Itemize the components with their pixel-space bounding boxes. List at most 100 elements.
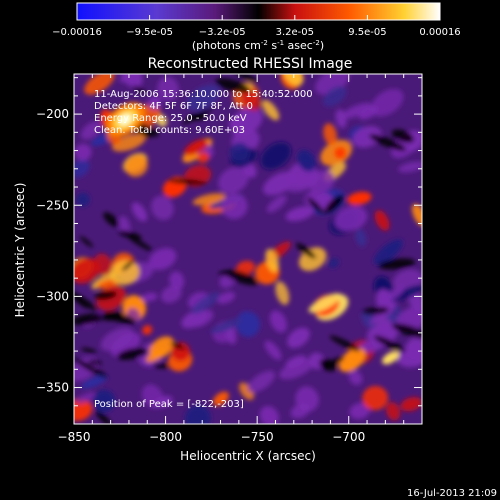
heatmap-dark-ridge — [79, 236, 94, 248]
y-tick-label: −300 — [36, 289, 69, 303]
heatmap-cool-blob — [210, 318, 243, 334]
heatmap-cool-blob — [287, 327, 310, 348]
heatmap-dark-ridge — [378, 258, 416, 270]
heatmap-cool-blob — [184, 405, 211, 424]
heatmap-cool-blob — [80, 374, 108, 389]
heatmap-dark-ridge — [121, 259, 135, 272]
annotation-detectors: Detectors: 4F 5F 6F 7F 8F, Att 0 — [94, 101, 253, 112]
heatmap-cool-blob — [279, 359, 314, 380]
annotations: 11-Aug-2006 15:36:10.000 to 15:40:52.000… — [94, 89, 313, 410]
annotation-time-range: 11-Aug-2006 15:36:10.000 to 15:40:52.000 — [94, 89, 313, 100]
heatmap-hot-blob — [197, 152, 210, 163]
heatmap-hot-blob — [338, 347, 366, 373]
heatmap-dark-ridge — [329, 335, 361, 352]
heatmap-cool-blob — [141, 292, 158, 302]
heatmap-hot-blob — [386, 402, 401, 421]
heatmap-dark-ridge — [228, 74, 258, 83]
heatmap-cool-blob — [398, 161, 422, 173]
heatmap-dark-ridge — [373, 335, 407, 352]
heatmap-hot-blob — [212, 391, 229, 406]
heatmap-cool-blob — [154, 395, 173, 408]
heatmap-dark-ridge — [117, 347, 148, 360]
heatmap-hot-blob — [192, 193, 226, 206]
heatmap — [74, 74, 422, 424]
heatmap-dark-ridge — [103, 212, 120, 228]
x-tick-label: −800 — [149, 430, 182, 444]
x-tick-label: −850 — [58, 430, 91, 444]
heatmap-dark-ridge — [322, 356, 345, 369]
heatmap-peak — [118, 113, 132, 126]
heatmap-cool-blob — [221, 193, 248, 219]
heatmap-cool-blob — [181, 309, 207, 329]
heatmap-cool-blob — [218, 166, 249, 194]
heatmap-hot-blob — [236, 260, 255, 275]
heatmap-cool-blob — [352, 126, 382, 148]
heatmap-dark-ridge — [181, 107, 213, 125]
y-tick-label: −350 — [36, 381, 69, 395]
heatmap-hot-blob — [91, 272, 116, 290]
x-axis-label: Heliocentric X (arcsec) — [180, 449, 316, 463]
heatmap-cool-blob — [264, 340, 282, 360]
heatmap-cool-blob — [76, 192, 90, 207]
heatmap-dark-ridge — [224, 269, 259, 286]
colorbar: −0.00016 −9.5e-05 −3.2e-05 3.2e-05 9.5e-05 0.… — [52, 2, 461, 52]
heatmap-cool-blob — [259, 406, 279, 424]
heatmap-cool-blob — [390, 284, 422, 302]
chart-title: Reconstructed RHESSI Image — [148, 56, 353, 72]
heatmap-hot-blob — [382, 351, 400, 365]
heatmap-cool-blob — [229, 107, 263, 136]
heatmap-blobs — [74, 74, 422, 424]
heatmap-cool-blob — [335, 109, 347, 128]
heatmap-hot-blob — [400, 397, 422, 412]
heatmap-cool-blob — [247, 370, 276, 393]
heatmap-hot-blob — [374, 210, 390, 231]
heatmap-hot-blob — [362, 385, 389, 411]
heatmap-dark-ridge — [152, 362, 170, 369]
heatmap-dark-ridge — [391, 129, 415, 143]
heatmap-cool-blob — [131, 202, 148, 222]
heatmap-hot-blob — [323, 123, 337, 146]
heatmap-cool-blob — [379, 286, 405, 305]
heatmap-dark-ridge — [324, 194, 345, 214]
heatmap-dark-ridge — [168, 178, 207, 185]
heatmap-cool-blob — [322, 86, 347, 107]
heatmap-cool-blob — [328, 257, 340, 269]
heatmap-cool-blob — [370, 88, 404, 117]
heatmap-hot-blob — [241, 89, 262, 111]
heatmap-dark-ridge — [170, 342, 185, 350]
heatmap-dark-ridge — [295, 243, 317, 259]
heatmap-dark-ridge — [95, 410, 112, 424]
x-tick-label: −700 — [332, 430, 365, 444]
y-tick-label: −200 — [36, 107, 69, 121]
heatmap-cool-blob — [151, 195, 174, 220]
plot-frame — [73, 73, 423, 425]
heatmap-cool-blob — [80, 121, 102, 140]
heatmap-cool-blob — [74, 159, 90, 178]
footer-timestamp: 16-Jul-2013 21:09 — [407, 488, 497, 499]
heatmap-dark-ridge — [80, 347, 97, 354]
colorbar-tick-label: 3.2e-05 — [276, 27, 314, 38]
heatmap-cool-blob — [235, 311, 260, 337]
annotation-total-counts: Clean. Total counts: 9.60E+03 — [94, 125, 245, 136]
colorbar-tick-label: −3.2e-05 — [199, 27, 246, 38]
heatmap-cool-blob — [100, 327, 134, 352]
colorbar-tick-label: 0.00016 — [419, 27, 460, 38]
heatmap-cool-blob — [157, 76, 179, 102]
heatmap-hot-blob — [261, 99, 280, 121]
heatmap-cool-blob — [191, 292, 221, 314]
heatmap-hot-blob — [142, 325, 153, 335]
heatmap-cool-blob — [169, 271, 185, 291]
heatmap-cool-blob — [355, 229, 367, 247]
heatmap-cool-blob — [75, 392, 96, 404]
heatmap-dark-ridge — [88, 359, 103, 366]
heatmap-dark-ridge — [118, 230, 142, 240]
heatmap-cool-blob — [148, 248, 177, 270]
heatmap-cool-blob — [269, 310, 287, 333]
heatmap-cool-blob — [373, 239, 403, 265]
heatmap-cool-blob — [217, 291, 236, 304]
heatmap-hot-blob — [74, 258, 100, 284]
axis-ticks: −850 −800 −750 −700 −200 −250 −300 −350 — [36, 74, 423, 444]
heatmap-cool-blob — [74, 143, 92, 161]
heatmap-hot-blob — [110, 260, 140, 286]
heatmap-cool-blob — [334, 206, 368, 231]
